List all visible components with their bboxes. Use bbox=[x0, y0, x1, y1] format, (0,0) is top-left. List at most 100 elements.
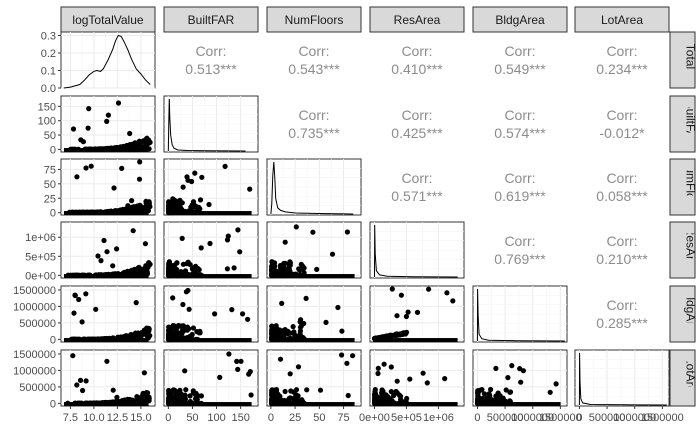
corr-cell-0-3: Corr: 0.410*** bbox=[391, 43, 443, 77]
scatter-point bbox=[379, 389, 385, 395]
x-tick-label: 0 bbox=[474, 412, 480, 424]
corr-cell-4-5: Corr: 0.285*** bbox=[596, 297, 648, 331]
scatter-point bbox=[119, 165, 125, 171]
scatter-point bbox=[86, 106, 92, 112]
scatter-point bbox=[404, 395, 410, 402]
y-tick-label: 0 bbox=[50, 398, 56, 410]
scatter-point bbox=[272, 260, 278, 266]
scatter-panel-LotArea-BuiltFAR bbox=[163, 349, 259, 407]
strip-right-label: BuiltFAR bbox=[684, 101, 698, 148]
strip-top-rect bbox=[369, 6, 465, 33]
x-axis-BuiltFAR: 0 50 100 150 bbox=[165, 406, 250, 424]
y-axis-NumFloors: 0 25 50 75 bbox=[44, 164, 61, 220]
scatter-point bbox=[280, 266, 286, 273]
scatter-point bbox=[114, 246, 120, 252]
strip-right-rect bbox=[669, 285, 696, 343]
scatter-panel-ResArea-logTotalValue bbox=[60, 221, 156, 279]
x-tick-label: 0 bbox=[165, 412, 171, 424]
scatter-point bbox=[145, 326, 151, 332]
scatter-panel-BldgArea-BuiltFAR bbox=[163, 285, 259, 343]
corr-cell-2-5: Corr: 0.058*** bbox=[596, 170, 648, 204]
corr-value: 0.210*** bbox=[596, 251, 648, 267]
y-tick-label: 0.3 bbox=[41, 31, 56, 43]
scatter-point bbox=[240, 311, 246, 317]
scatter-point bbox=[507, 389, 513, 395]
x-axis-logTotalValue: 7.5 10.0 12.5 15.0 bbox=[63, 406, 152, 424]
scatter-point bbox=[344, 229, 350, 235]
scatter-point bbox=[142, 241, 148, 247]
scatter-point bbox=[375, 365, 381, 371]
strip-right-rect bbox=[669, 349, 696, 407]
corr-label: Corr: bbox=[606, 297, 637, 313]
scatter-point bbox=[487, 393, 493, 399]
scatter-point bbox=[76, 296, 82, 303]
scatter-point bbox=[505, 375, 511, 381]
scatter-point bbox=[74, 174, 80, 180]
strip-top-label: BuiltFAR bbox=[188, 13, 235, 27]
scatter-point bbox=[345, 392, 351, 399]
scatter-point bbox=[275, 332, 281, 338]
scatter-point bbox=[71, 310, 77, 316]
scatter-point bbox=[174, 266, 180, 273]
corr-label: Corr: bbox=[606, 233, 637, 249]
scatter-point bbox=[111, 185, 117, 191]
scatter-band bbox=[64, 402, 149, 407]
scatter-point bbox=[72, 292, 78, 298]
scatter-point bbox=[173, 329, 179, 335]
y-axis-logTotalValue: 0.0 0.1 0.2 0.3 bbox=[41, 31, 61, 95]
scatter-panel-BldgArea-ResArea bbox=[369, 285, 465, 343]
corr-value: 0.769*** bbox=[494, 251, 546, 267]
scatter-point bbox=[85, 125, 91, 131]
x-tick-label: 150 bbox=[231, 412, 249, 424]
scatter-point bbox=[136, 264, 142, 270]
corr-value: 0.410*** bbox=[391, 61, 443, 77]
scatter-point bbox=[167, 199, 173, 206]
density-curve bbox=[167, 98, 246, 152]
corr-value: 0.234*** bbox=[596, 61, 648, 77]
scatter-point bbox=[110, 387, 116, 393]
y-tick-label: 5e+05 bbox=[25, 251, 56, 263]
corr-cell-1-2: Corr: 0.735*** bbox=[288, 107, 340, 141]
scatter-point bbox=[212, 311, 218, 317]
scatter-panel-BldgArea-logTotalValue bbox=[60, 285, 156, 343]
scatter-point bbox=[166, 387, 172, 394]
scatter-point bbox=[166, 395, 172, 401]
scatter-point bbox=[224, 266, 230, 272]
scatter-point bbox=[141, 370, 147, 376]
scatter-point bbox=[547, 389, 553, 395]
scatter-point bbox=[397, 393, 403, 399]
scatter-point bbox=[206, 201, 212, 208]
scatter-point bbox=[168, 206, 174, 212]
strip-right-label: NumFloors bbox=[684, 158, 698, 217]
y-tick-label: 0.2 bbox=[41, 48, 56, 60]
scatter-point bbox=[388, 364, 394, 370]
scatter-point bbox=[403, 330, 409, 336]
strip-right-rect bbox=[669, 95, 696, 153]
scatter-point bbox=[273, 327, 279, 333]
scatter-point bbox=[143, 138, 149, 144]
scatter-point bbox=[286, 262, 292, 268]
x-tick-label: 12.5 bbox=[107, 412, 128, 424]
scatter-point bbox=[83, 291, 89, 297]
strip-top-logTotalValue: logTotalValue bbox=[60, 6, 156, 33]
corr-label: Corr: bbox=[606, 170, 637, 186]
scatter-point bbox=[198, 245, 204, 251]
strip-top-label: ResArea bbox=[394, 13, 441, 27]
scatter-band bbox=[64, 148, 149, 153]
scatter-point bbox=[184, 174, 190, 180]
x-tick-label: 500000 bbox=[589, 412, 626, 424]
scatter-point bbox=[245, 316, 251, 322]
scatter-point bbox=[178, 395, 184, 401]
y-tick-label: 75 bbox=[44, 164, 56, 176]
density-curve bbox=[578, 352, 667, 406]
strip-top-rect bbox=[472, 6, 568, 33]
corr-cell-0-1: Corr: 0.513*** bbox=[185, 43, 237, 77]
corr-label: Corr: bbox=[504, 170, 535, 186]
x-tick-label: 10.0 bbox=[83, 412, 104, 424]
scatter-point bbox=[80, 139, 86, 145]
strip-right-ResArea: ResArea bbox=[669, 221, 698, 279]
scatter-point bbox=[88, 163, 94, 169]
corr-label: Corr: bbox=[606, 43, 637, 59]
x-tick-label: 0 bbox=[268, 412, 274, 424]
